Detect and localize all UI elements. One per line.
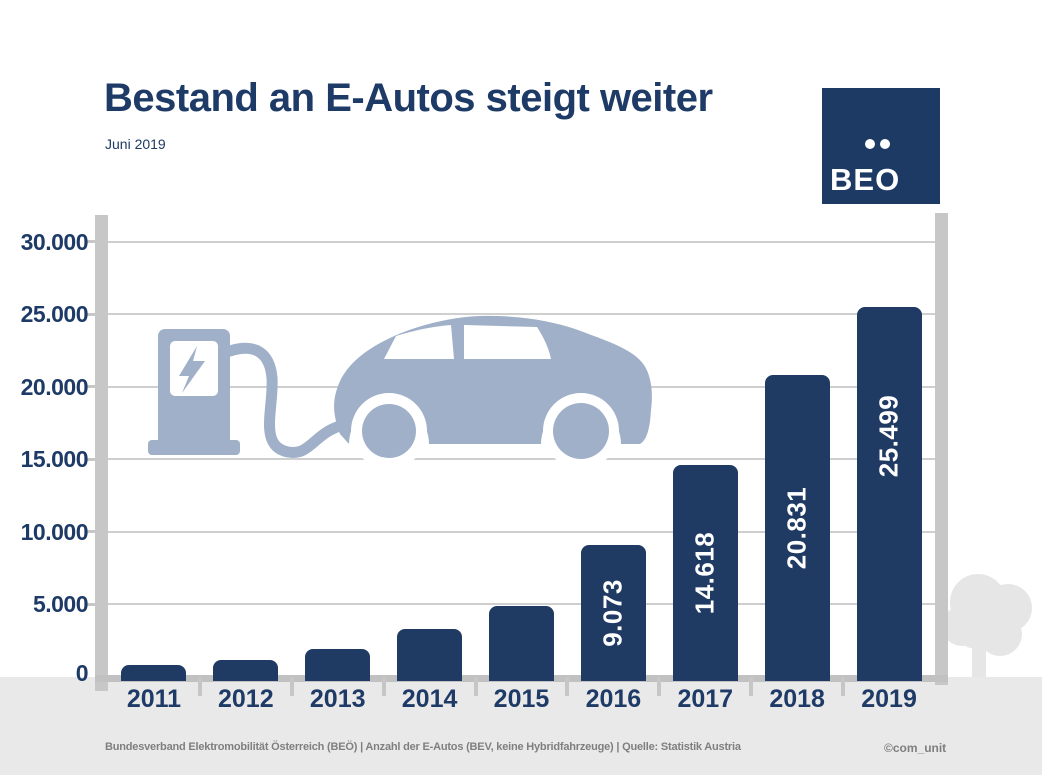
bar-2014 bbox=[397, 629, 463, 681]
gridline bbox=[108, 313, 935, 316]
subtitle-date: Juni 2019 bbox=[105, 136, 166, 152]
x-axis-tick bbox=[841, 677, 846, 696]
charging-station-icon bbox=[148, 329, 346, 458]
x-axis-label-2013: 2013 bbox=[309, 685, 366, 713]
umlaut-dot-icon bbox=[880, 139, 890, 149]
y-axis-tick bbox=[86, 312, 95, 316]
x-axis-label-2014: 2014 bbox=[401, 685, 458, 713]
umlaut-dot-icon bbox=[865, 139, 875, 149]
x-axis-label-2018: 2018 bbox=[769, 685, 825, 713]
tree-icon bbox=[942, 574, 1032, 677]
gridline bbox=[108, 240, 935, 243]
bar-2016: 9.073 bbox=[580, 545, 646, 681]
bar-value-label: 9.073 bbox=[597, 579, 628, 647]
bar-2015 bbox=[489, 606, 554, 681]
bar-2012 bbox=[213, 660, 279, 681]
y-axis-tick bbox=[86, 240, 95, 244]
x-axis-tick bbox=[197, 677, 202, 696]
x-axis-tick bbox=[657, 677, 662, 696]
x-axis-label-2015: 2015 bbox=[493, 685, 550, 713]
y-axis-label: 20.000 bbox=[20, 373, 89, 400]
x-axis-tick bbox=[749, 677, 754, 696]
y-axis-tick bbox=[86, 602, 95, 606]
credit-text: ©com_unit bbox=[884, 741, 947, 755]
x-axis-tick bbox=[289, 677, 294, 696]
bar-value-label: 25.499 bbox=[873, 394, 904, 478]
x-axis-tick bbox=[565, 677, 570, 696]
source-text: Bundesverband Elektromobilität Österreic… bbox=[105, 741, 741, 753]
gridline bbox=[108, 603, 935, 606]
y-axis-label: 10.000 bbox=[20, 518, 89, 545]
x-axis-label-2011: 2011 bbox=[126, 685, 182, 713]
gridline bbox=[108, 458, 935, 461]
y-axis-pillar-right bbox=[935, 213, 948, 685]
bar-value-label: 20.831 bbox=[781, 486, 812, 570]
y-axis-pillar-left bbox=[95, 215, 108, 691]
bar-2017: 14.618 bbox=[672, 465, 738, 681]
page-title: Bestand an E-Autos steigt weiter bbox=[104, 76, 713, 120]
x-axis-label-2012: 2012 bbox=[218, 685, 274, 713]
x-axis-label-2016: 2016 bbox=[585, 685, 642, 713]
x-axis-tick bbox=[473, 677, 478, 696]
y-axis-label: 30.000 bbox=[20, 228, 89, 255]
bar-2018: 20.831 bbox=[764, 375, 830, 681]
beo-logo: BEO bbox=[822, 88, 940, 204]
x-axis-tick bbox=[381, 677, 386, 696]
x-axis-label-2019: 2019 bbox=[861, 685, 917, 713]
bar-value-label: 14.618 bbox=[689, 531, 720, 615]
y-axis-tick bbox=[86, 530, 95, 534]
y-axis-tick bbox=[86, 457, 95, 461]
y-axis-tick bbox=[86, 385, 95, 389]
x-axis-label-2017: 2017 bbox=[677, 685, 734, 713]
bar-2013 bbox=[305, 649, 371, 681]
gridline bbox=[108, 530, 935, 533]
y-axis-label: 0 bbox=[75, 660, 89, 686]
bar-2019: 25.499 bbox=[856, 307, 922, 681]
bar-2011 bbox=[121, 665, 187, 681]
y-axis-label: 15.000 bbox=[20, 446, 89, 473]
logo-text: BEO bbox=[830, 162, 901, 197]
y-axis-label: 25.000 bbox=[20, 301, 89, 328]
y-axis-label: 5.000 bbox=[32, 591, 89, 618]
charging-cable bbox=[224, 342, 346, 458]
electric-car-icon bbox=[334, 315, 652, 469]
bottom-band bbox=[0, 677, 1042, 775]
